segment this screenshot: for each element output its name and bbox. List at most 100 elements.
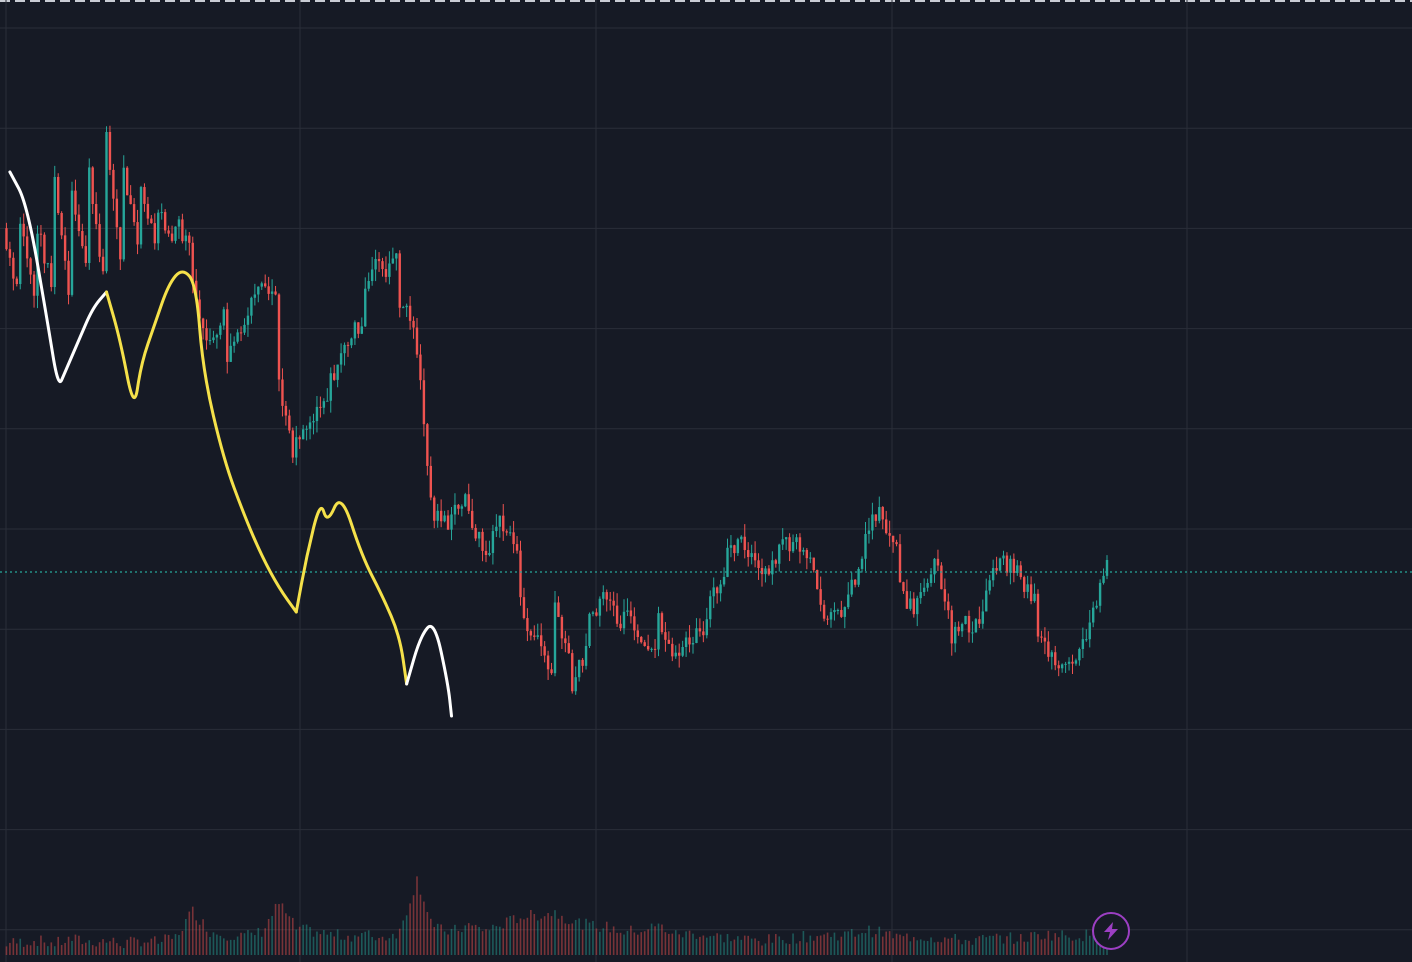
- volume-bar: [195, 920, 197, 955]
- candle-body: [753, 553, 757, 561]
- candle-body: [681, 647, 684, 656]
- candle-body: [1078, 648, 1081, 661]
- volume-bar: [605, 921, 608, 955]
- volume-bar: [733, 939, 736, 955]
- candle-body: [809, 557, 812, 559]
- candle-body: [802, 550, 805, 552]
- candle-body: [471, 510, 474, 528]
- candle-body: [767, 568, 771, 575]
- candle-body: [985, 590, 988, 612]
- volume-bar: [499, 926, 501, 955]
- candle-body: [750, 553, 753, 558]
- drawings[interactable]: [8, 170, 453, 718]
- lightning-button[interactable]: [1092, 912, 1130, 950]
- volume-bar: [285, 913, 287, 955]
- candle-body: [847, 594, 850, 608]
- drawing-white-2: [405, 625, 453, 718]
- candle-body: [1019, 565, 1022, 578]
- candle-body: [798, 537, 802, 552]
- drawing-white-1: [8, 170, 108, 383]
- candle-body: [564, 638, 567, 644]
- candle-body: [629, 610, 633, 617]
- volume-bar: [436, 923, 439, 955]
- volume-bar: [547, 913, 549, 955]
- candle-body: [764, 568, 767, 575]
- candle-body: [157, 212, 160, 244]
- volume-bar: [392, 933, 394, 955]
- candle-body: [246, 315, 250, 325]
- volume-bar: [257, 927, 260, 955]
- volume-bar: [36, 945, 39, 955]
- volume-bar: [564, 923, 567, 955]
- volume-bar: [85, 942, 87, 955]
- candle-body: [964, 615, 967, 625]
- volume-bar: [98, 942, 101, 955]
- candle-body: [881, 507, 884, 520]
- candle-body: [1071, 661, 1074, 664]
- candle-body: [747, 550, 750, 558]
- candle-body: [622, 611, 626, 629]
- volume-bar: [568, 924, 570, 955]
- lightning-icon: [1104, 922, 1118, 940]
- candle-body: [674, 652, 677, 657]
- candle-body: [88, 167, 91, 263]
- volume-bar: [467, 923, 470, 955]
- volume-bar: [1016, 941, 1019, 955]
- volume-bar: [526, 917, 529, 955]
- candle-body: [67, 260, 70, 295]
- volume-bars: [5, 876, 1108, 955]
- volume-bar: [167, 934, 170, 955]
- candle-body: [550, 669, 553, 674]
- candle-body: [1060, 664, 1064, 669]
- candle-body: [619, 623, 622, 629]
- candle-body: [871, 514, 874, 531]
- candle-body: [408, 305, 412, 321]
- candle-body: [722, 576, 726, 585]
- volume-bar: [202, 919, 204, 955]
- candle-body: [60, 213, 63, 236]
- volume-bar: [302, 924, 304, 955]
- candle-body: [774, 560, 777, 564]
- volume-bar: [975, 938, 977, 955]
- volume-bar: [1092, 930, 1094, 955]
- volume-bar: [278, 904, 280, 955]
- candle-body: [439, 510, 443, 522]
- volume-bar: [543, 916, 546, 955]
- volume-bar: [136, 939, 139, 955]
- volume-bar: [650, 923, 653, 955]
- candle-body: [1029, 584, 1033, 602]
- candle-body: [91, 167, 94, 205]
- volume-bar: [1026, 941, 1029, 955]
- volume-bar: [281, 903, 284, 955]
- candle-body: [971, 632, 974, 634]
- candle-body: [998, 558, 1002, 571]
- volume-bar: [964, 939, 967, 955]
- candle-body: [609, 599, 612, 601]
- candle-body: [426, 424, 429, 466]
- candle-body: [298, 437, 301, 440]
- candle-body: [885, 519, 888, 534]
- volume-bar: [488, 930, 491, 955]
- volume-bar: [47, 946, 49, 955]
- volume-bar: [316, 931, 318, 955]
- candle-body: [940, 565, 943, 590]
- volume-bar: [840, 936, 843, 955]
- candle-body: [1012, 558, 1016, 573]
- volume-bar: [806, 942, 808, 955]
- volume-bar: [816, 936, 818, 955]
- candle-body: [19, 223, 22, 285]
- candle-body: [543, 646, 546, 656]
- candle-body: [833, 610, 836, 613]
- volume-bar: [844, 931, 846, 955]
- volume-bar: [654, 926, 656, 955]
- candle-body: [522, 597, 526, 619]
- candle-body: [771, 560, 774, 575]
- candle-body: [581, 659, 584, 666]
- volume-bar: [105, 942, 108, 955]
- volume-bar: [692, 933, 694, 955]
- volume-bar: [398, 928, 401, 955]
- volume-bar: [578, 918, 580, 955]
- volume-bar: [661, 924, 663, 955]
